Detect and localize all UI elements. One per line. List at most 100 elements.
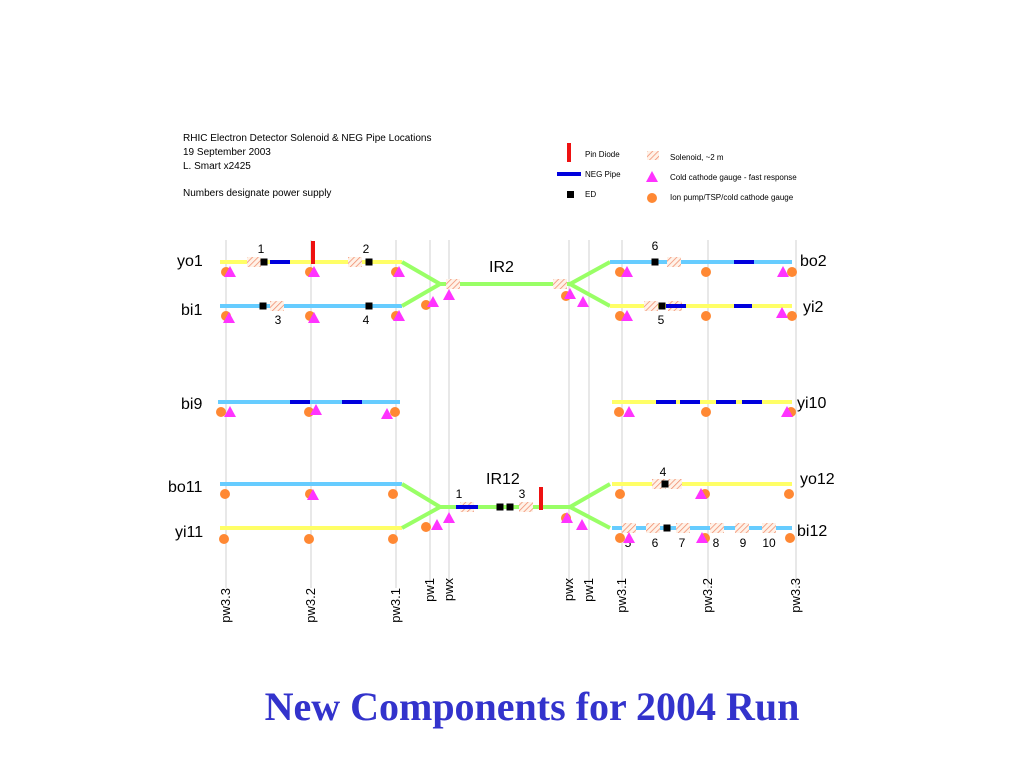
solenoid xyxy=(710,523,724,533)
solenoid xyxy=(553,279,567,289)
header-line: Numbers designate power supply xyxy=(183,188,331,199)
ion-pump xyxy=(388,534,398,544)
beam-label: bi9 xyxy=(181,396,202,413)
cold-gauge xyxy=(561,512,573,523)
cold-gauge xyxy=(307,489,319,500)
header-line: 19 September 2003 xyxy=(183,147,271,158)
station-label: pw3.1 xyxy=(388,588,403,623)
ion-pump xyxy=(701,311,711,321)
legend-label: Pin Diode xyxy=(585,150,620,159)
station-label: pw3.2 xyxy=(303,588,318,623)
cold-gauge xyxy=(427,296,439,307)
ed xyxy=(259,302,267,310)
legend-label: ED xyxy=(585,190,596,199)
beam-label: yi10 xyxy=(797,395,826,412)
legend-cold-gauge xyxy=(646,171,658,182)
ed xyxy=(365,302,373,310)
ed xyxy=(260,258,268,266)
ps-number: 4 xyxy=(363,313,370,327)
ed xyxy=(651,258,659,266)
cold-gauge xyxy=(577,296,589,307)
station-label: pw1 xyxy=(422,578,437,602)
station-label: pw3.3 xyxy=(218,588,233,623)
cold-gauge xyxy=(623,406,635,417)
solenoid xyxy=(667,257,681,267)
cold-gauge xyxy=(621,310,633,321)
cold-gauge xyxy=(696,532,708,543)
beam-label: yo12 xyxy=(800,471,835,488)
solenoid xyxy=(270,301,284,311)
solenoid xyxy=(622,523,636,533)
solenoid xyxy=(519,502,533,512)
ion-pump xyxy=(388,489,398,499)
solenoid xyxy=(446,279,460,289)
solenoid xyxy=(247,257,261,267)
cold-gauge xyxy=(310,404,322,415)
ion-pump xyxy=(421,300,431,310)
legend-label: Solenoid, ~2 m xyxy=(670,153,724,162)
ps-number: 3 xyxy=(519,487,526,501)
solenoid xyxy=(762,523,776,533)
cold-gauge xyxy=(776,307,788,318)
beam-label: bo2 xyxy=(800,253,827,270)
ion-pump xyxy=(216,407,226,417)
beam-label: yo1 xyxy=(177,253,203,270)
slide-title: New Components for 2004 Run xyxy=(265,684,800,729)
cold-gauge xyxy=(621,266,633,277)
cold-gauge xyxy=(431,519,443,530)
legend-solenoid xyxy=(647,151,659,160)
ps-number: 5 xyxy=(658,313,665,327)
station-label: pw1 xyxy=(581,578,596,602)
pipes xyxy=(218,260,792,530)
station-label: pwx xyxy=(561,578,576,602)
ion-pump xyxy=(219,534,229,544)
station-label: pwx xyxy=(441,578,456,602)
ps-number: 3 xyxy=(275,313,282,327)
ps-number: 4 xyxy=(660,465,667,479)
ps-number: 6 xyxy=(652,536,659,550)
ps-number: 9 xyxy=(740,536,747,550)
cold-gauge xyxy=(223,312,235,323)
ion-pump xyxy=(701,407,711,417)
ps-number: 10 xyxy=(762,536,776,550)
beam-label: bo11 xyxy=(168,479,203,496)
station-label: pw3.2 xyxy=(700,578,715,613)
cold-gauge xyxy=(777,266,789,277)
solenoid xyxy=(668,479,682,489)
ion-pump xyxy=(785,533,795,543)
legend-ion-pump xyxy=(647,193,657,203)
ps-number: 1 xyxy=(258,242,265,256)
solenoid xyxy=(646,523,660,533)
cold-gauge xyxy=(695,488,707,499)
ed xyxy=(365,258,373,266)
ed xyxy=(496,503,504,511)
solenoid xyxy=(735,523,749,533)
solenoid xyxy=(348,257,362,267)
cold-gauge xyxy=(224,406,236,417)
header-line: RHIC Electron Detector Solenoid & NEG Pi… xyxy=(183,133,431,144)
cold-gauge xyxy=(564,288,576,299)
station-label: pw3.1 xyxy=(614,578,629,613)
ion-pump xyxy=(390,407,400,417)
ps-number: 7 xyxy=(679,536,686,550)
ion-pump xyxy=(787,267,797,277)
solenoid xyxy=(676,523,690,533)
legend-label: Cold cathode gauge - fast response xyxy=(670,173,797,182)
legend-label: Ion pump/TSP/cold cathode gauge xyxy=(670,193,794,202)
cold-gauge xyxy=(308,312,320,323)
cold-gauge xyxy=(623,532,635,543)
cold-gauge xyxy=(393,266,405,277)
ed xyxy=(658,302,666,310)
ir-label: IR12 xyxy=(486,471,520,488)
beam-label: bi1 xyxy=(181,302,202,319)
legend-label: NEG Pipe xyxy=(585,170,621,179)
cold-gauge xyxy=(576,519,588,530)
ion-pump xyxy=(421,522,431,532)
ion-pump xyxy=(784,489,794,499)
cold-gauge xyxy=(443,289,455,300)
ps-number: 6 xyxy=(652,239,659,253)
beam-label: yi2 xyxy=(803,299,824,316)
station-label: pw3.3 xyxy=(788,578,803,613)
ion-pump xyxy=(615,533,625,543)
